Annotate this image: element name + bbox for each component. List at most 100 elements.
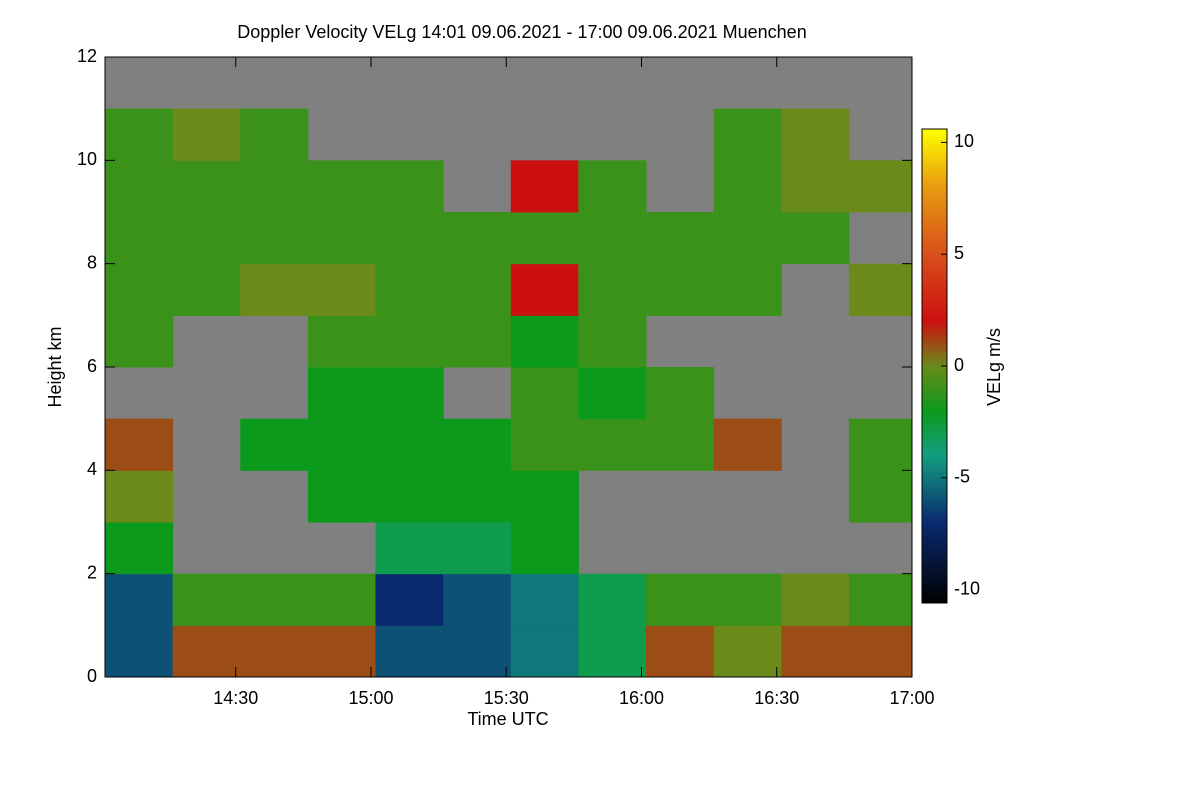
colorbar-tick-label: 0: [954, 355, 964, 375]
heatmap-cell: [510, 418, 579, 471]
heatmap-cell: [105, 108, 174, 161]
heatmap-cell: [578, 315, 647, 368]
y-tick-label: 8: [87, 252, 97, 272]
heatmap-cell: [713, 212, 782, 265]
heatmap-cell: [307, 315, 377, 368]
heatmap-cell: [713, 160, 782, 213]
heatmap-cell: [646, 625, 715, 678]
heatmap-cell: [240, 263, 309, 316]
heatmap-cell: [578, 263, 647, 316]
heatmap-cell: [375, 418, 444, 471]
heatmap-cell: [646, 418, 715, 471]
heatmap-cell: [443, 212, 512, 265]
heatmap-cell: [510, 212, 579, 265]
y-tick-label: 4: [87, 459, 97, 479]
heatmap-cell: [240, 160, 309, 213]
heatmap-cell: [307, 367, 377, 420]
colorbar-tick-label: 10: [954, 131, 974, 151]
heatmap-cell: [105, 418, 174, 471]
heatmap-cell: [172, 160, 241, 213]
heatmap-cell: [105, 625, 174, 678]
x-axis-label: Time UTC: [467, 709, 548, 729]
heatmap-cell: [105, 160, 174, 213]
heatmap-cell: [105, 573, 174, 626]
x-tick-label: 14:30: [213, 688, 258, 708]
heatmap-cell: [646, 212, 715, 265]
heatmap-cell: [510, 160, 579, 213]
heatmap-cell: [443, 625, 512, 678]
heatmap-cell: [105, 470, 174, 523]
y-axis-label: Height km: [45, 326, 65, 407]
heatmap-cell: [848, 263, 913, 316]
heatmap-cell: [172, 212, 241, 265]
heatmap-cell: [781, 212, 850, 265]
y-tick-label: 6: [87, 356, 97, 376]
heatmap-cell: [307, 625, 377, 678]
heatmap-cell: [578, 212, 647, 265]
heatmap-cell: [510, 573, 579, 626]
heatmap-cell: [781, 108, 850, 161]
heatmap-cell: [443, 418, 512, 471]
heatmap-cell: [375, 625, 444, 678]
heatmap-cell: [105, 315, 174, 368]
heatmap-cell: [578, 573, 647, 626]
y-tick-label: 2: [87, 562, 97, 582]
heatmap-cell: [172, 263, 241, 316]
y-tick-label: 12: [77, 46, 97, 66]
heatmap-cell: [713, 573, 782, 626]
heatmap-cell: [375, 367, 444, 420]
heatmap-cell: [172, 108, 241, 161]
heatmap-cell: [443, 315, 512, 368]
heatmap-cell: [375, 160, 444, 213]
colorbar-tick-label: 5: [954, 243, 964, 263]
heatmap-cell: [443, 263, 512, 316]
heatmap-cell: [240, 418, 309, 471]
heatmap-cell: [781, 160, 850, 213]
chart-title: Doppler Velocity VELg 14:01 09.06.2021 -…: [237, 22, 806, 42]
heatmap-cell: [848, 625, 913, 678]
heatmap-cell: [578, 160, 647, 213]
heatmap-cell: [848, 573, 913, 626]
heatmap-cell: [510, 522, 579, 575]
heatmap-cell: [578, 625, 647, 678]
x-tick-label: 16:30: [754, 688, 799, 708]
heatmap-cell: [713, 263, 782, 316]
y-tick-label: 10: [77, 149, 97, 169]
heatmap-cell: [510, 625, 579, 678]
x-tick-label: 16:00: [619, 688, 664, 708]
heatmap-cell: [510, 263, 579, 316]
heatmap-cell: [375, 573, 444, 626]
heatmap-cell: [443, 522, 512, 575]
x-tick-label: 15:00: [348, 688, 393, 708]
heatmap-cell: [713, 625, 782, 678]
x-tick-label: 15:30: [484, 688, 529, 708]
heatmap-cell: [443, 470, 512, 523]
heatmap-cell: [848, 418, 913, 471]
colorbar-tick-label: -5: [954, 467, 970, 487]
colorbar-tick-label: -10: [954, 578, 980, 598]
heatmap-cell: [307, 573, 377, 626]
heatmap-cell: [307, 263, 377, 316]
heatmap-cell: [646, 263, 715, 316]
heatmap-cell: [105, 522, 174, 575]
heatmap-cell: [646, 367, 715, 420]
heatmap-cell: [105, 212, 174, 265]
heatmap-cell: [848, 160, 913, 213]
heatmap-cell: [781, 625, 850, 678]
y-tick-label: 0: [87, 666, 97, 686]
x-tick-label: 17:00: [889, 688, 934, 708]
heatmap-cell: [172, 573, 241, 626]
heatmap-cell: [307, 212, 377, 265]
heatmap-cell: [375, 315, 444, 368]
heatmap-cell: [307, 418, 377, 471]
heatmap-cell: [240, 212, 309, 265]
heatmap-cell: [443, 573, 512, 626]
heatmap-cell: [240, 108, 309, 161]
heatmap-cell: [240, 573, 309, 626]
heatmap-cell: [713, 418, 782, 471]
heatmap-cell: [307, 470, 377, 523]
heatmap-cell: [375, 470, 444, 523]
heatmap-cell: [578, 367, 647, 420]
heatmap-cell: [375, 522, 444, 575]
